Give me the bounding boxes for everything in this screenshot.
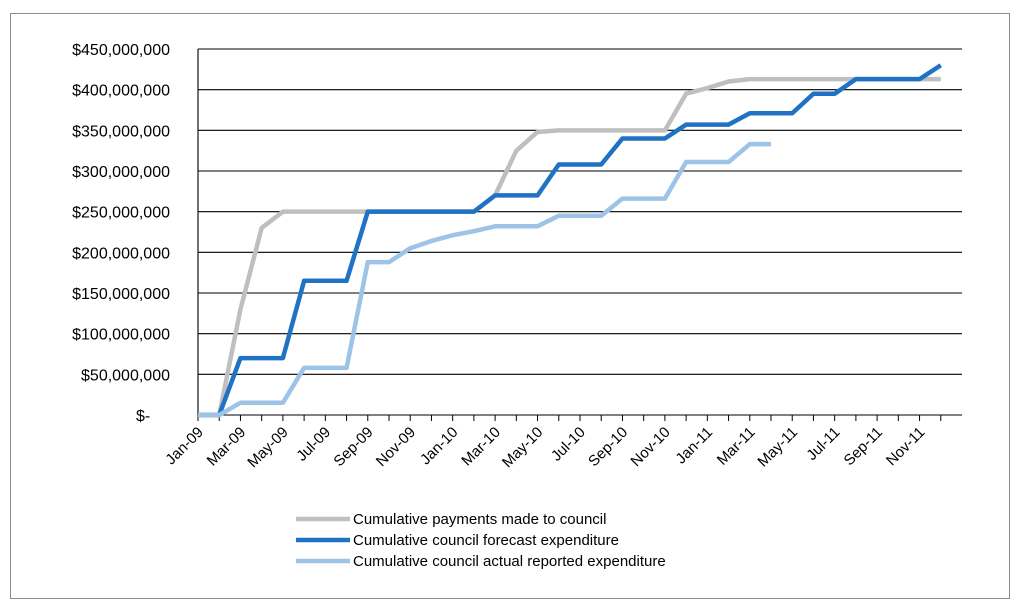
y-tick-label: $350,000,000 bbox=[72, 123, 170, 140]
x-tick-label: May-09 bbox=[244, 424, 291, 471]
y-tick-label: $100,000,000 bbox=[72, 327, 170, 344]
series-line-2 bbox=[198, 63, 943, 418]
x-tick-label: Jan-11 bbox=[672, 424, 716, 468]
x-tick-label: May-10 bbox=[499, 424, 546, 471]
x-tick-label: Jul-11 bbox=[803, 424, 843, 464]
y-tick-label: $50,000,000 bbox=[81, 367, 170, 384]
y-tick-label: $300,000,000 bbox=[72, 164, 170, 181]
x-tick-label: Nov-10 bbox=[628, 424, 674, 470]
x-tick-label: Nov-11 bbox=[883, 424, 928, 469]
x-tick-label: Mar-11 bbox=[714, 424, 759, 469]
x-tick-label: Sep-09 bbox=[330, 424, 376, 470]
series-line-1 bbox=[198, 76, 941, 418]
y-tick-label: $450,000,000 bbox=[72, 42, 170, 59]
series-lines bbox=[198, 63, 943, 418]
y-tick-label: $250,000,000 bbox=[72, 205, 170, 222]
x-tick-label: Jul-10 bbox=[548, 424, 589, 465]
legend-label: Cumulative payments made to council bbox=[353, 511, 606, 528]
x-tick-label: Mar-10 bbox=[458, 424, 504, 470]
x-tick-label: Sep-11 bbox=[840, 424, 885, 469]
y-axis-ticks: $- $50,000,000 $100,000,000 $150,000,000 $20… bbox=[72, 42, 170, 425]
legend-label: Cumulative council actual reported expen… bbox=[353, 553, 666, 570]
y-tick-label: $150,000,000 bbox=[72, 286, 170, 303]
x-tick-label: Sep-10 bbox=[585, 424, 631, 470]
legend: Cumulative payments made to council Cumul… bbox=[296, 511, 666, 570]
y-tick-label: $400,000,000 bbox=[72, 83, 170, 100]
x-tick-label: Jul-09 bbox=[293, 424, 334, 465]
y-tick-label: $- bbox=[136, 408, 150, 425]
x-tick-label: Mar-09 bbox=[204, 424, 250, 470]
legend-label: Cumulative council forecast expenditure bbox=[353, 532, 619, 549]
x-tick-label: Jan-09 bbox=[162, 424, 206, 468]
gridlines bbox=[197, 48, 962, 416]
y-tick-label: $200,000,000 bbox=[72, 245, 170, 262]
chart-frame bbox=[10, 13, 1010, 599]
x-tick-label: May-11 bbox=[754, 424, 801, 471]
x-tick-label: Nov-09 bbox=[373, 424, 419, 470]
series-line-3 bbox=[198, 141, 771, 418]
x-tick-label: Jan-10 bbox=[417, 424, 461, 468]
